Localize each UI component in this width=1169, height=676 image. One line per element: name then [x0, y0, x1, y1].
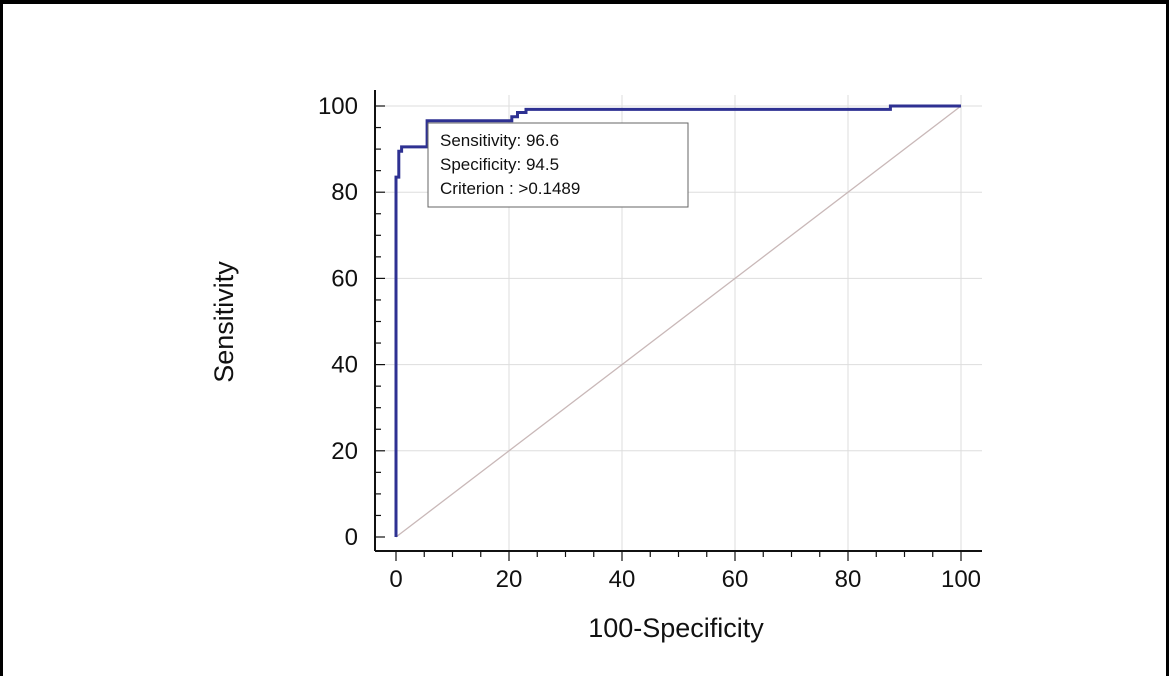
- annotation-box: Sensitivity: 96.6 Specificity: 94.5 Crit…: [427, 122, 689, 208]
- series-group: [394, 104, 962, 538]
- annotation-line-2: Specificity: 94.5: [440, 155, 559, 174]
- annotation-line-1: Sensitivity: 96.6: [440, 131, 559, 150]
- y-tick-label-4: 80: [331, 179, 358, 206]
- x-tick-labels: 0 20 40 60 80 100: [389, 566, 981, 593]
- annotation-box-rect: [427, 122, 689, 208]
- y-axis-label: Sensitivity: [209, 261, 239, 383]
- x-tick-label-3: 60: [722, 566, 749, 593]
- x-tick-label-5: 100: [941, 566, 981, 593]
- x-axis-label: 100-Specificity: [588, 613, 764, 643]
- y-tick-label-0: 0: [345, 524, 358, 551]
- x-tick-label-1: 20: [496, 566, 523, 593]
- reference-diagonal-line: [395, 105, 962, 538]
- y-tick-label-5: 100: [318, 93, 358, 120]
- x-tick-label-2: 40: [609, 566, 636, 593]
- roc-curve-line: [394, 104, 961, 537]
- x-tick-label-0: 0: [389, 566, 402, 593]
- x-tick-label-4: 80: [835, 566, 862, 593]
- y-tick-label-3: 60: [331, 265, 358, 292]
- minor-ticks: [375, 105, 962, 561]
- y-tick-labels: 0 20 40 60 80 100: [318, 93, 358, 551]
- y-tick-label-2: 40: [331, 352, 358, 379]
- y-tick-label-1: 20: [331, 438, 358, 465]
- annotation-line-3: Criterion : >0.1489: [440, 179, 580, 198]
